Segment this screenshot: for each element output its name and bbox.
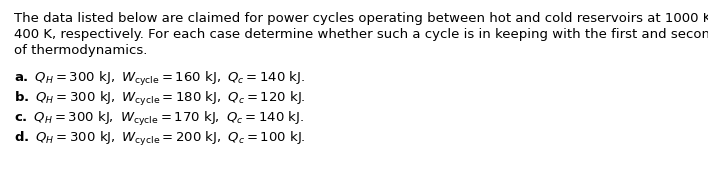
Text: $\mathbf{d.}\ Q_H = 300\ \mathrm{kJ},\ W_{\mathrm{cycle}} = 200\ \mathrm{kJ},\ Q: $\mathbf{d.}\ Q_H = 300\ \mathrm{kJ},\ W… xyxy=(14,130,306,148)
Text: 400 K, respectively. For each case determine whether such a cycle is in keeping : 400 K, respectively. For each case deter… xyxy=(14,28,708,41)
Text: $\mathbf{a.}\ Q_H = 300\ \mathrm{kJ},\ W_{\mathrm{cycle}} = 160\ \mathrm{kJ},\ Q: $\mathbf{a.}\ Q_H = 300\ \mathrm{kJ},\ W… xyxy=(14,70,305,88)
Text: $\mathbf{c.}\ Q_H = 300\ \mathrm{kJ},\ W_{\mathrm{cycle}} = 170\ \mathrm{kJ},\ Q: $\mathbf{c.}\ Q_H = 300\ \mathrm{kJ},\ W… xyxy=(14,110,304,128)
Text: $\mathbf{b.}\ Q_H = 300\ \mathrm{kJ},\ W_{\mathrm{cycle}} = 180\ \mathrm{kJ},\ Q: $\mathbf{b.}\ Q_H = 300\ \mathrm{kJ},\ W… xyxy=(14,90,306,108)
Text: of thermodynamics.: of thermodynamics. xyxy=(14,44,147,57)
Text: The data listed below are claimed for power cycles operating between hot and col: The data listed below are claimed for po… xyxy=(14,12,708,25)
